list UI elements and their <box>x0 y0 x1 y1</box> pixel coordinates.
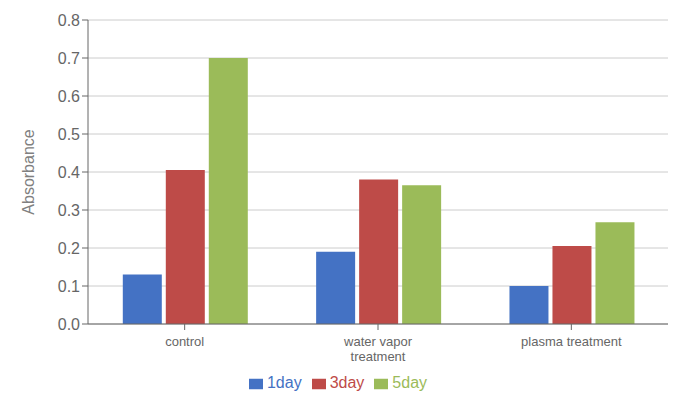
svg-text:0.2: 0.2 <box>58 240 80 257</box>
svg-text:0.4: 0.4 <box>58 164 80 181</box>
svg-text:0.6: 0.6 <box>58 88 80 105</box>
svg-text:0.1: 0.1 <box>58 278 80 295</box>
svg-text:plasma treatment: plasma treatment <box>521 334 622 349</box>
svg-text:0.0: 0.0 <box>58 316 80 333</box>
svg-text:0.5: 0.5 <box>58 126 80 143</box>
html-text:3day: 3day <box>329 374 365 391</box>
svg-text:0.3: 0.3 <box>58 202 80 219</box>
html-text:5day: 5day <box>392 374 427 391</box>
svg-text:water vaportreatment: water vaportreatment <box>343 334 413 364</box>
svg-text:control: control <box>165 334 204 349</box>
html-text:1day: 1day <box>266 374 302 391</box>
svg-text:0.7: 0.7 <box>58 50 80 67</box>
svg-text:0.8: 0.8 <box>58 12 80 29</box>
svg-text:Absorbance: Absorbance <box>20 129 37 214</box>
